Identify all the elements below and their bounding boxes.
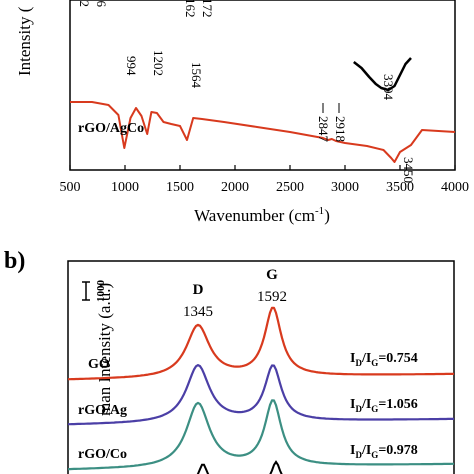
band-g-name: G <box>266 267 278 283</box>
peak-label-truncated: 42 <box>77 0 92 7</box>
panel-b-frame <box>67 260 455 474</box>
series-label-rgo-ag: rGO/Ag <box>78 403 127 418</box>
peak-label: 2918 <box>333 116 348 142</box>
panel-b-y-axis-label: man Intensity (a.u.) <box>95 283 114 416</box>
panel-a-y-axis-label: Intensity ( <box>15 6 34 76</box>
x-tick-label: 1500 <box>166 180 194 195</box>
x-tick-label: 2500 <box>276 180 304 195</box>
band-g-position: 1592 <box>257 289 287 305</box>
panel-a-series <box>70 57 456 163</box>
scale-bar-label: 1000 <box>95 280 107 303</box>
peak-label-truncated: 162 <box>183 0 198 18</box>
peak-label-truncated: 172 <box>200 0 215 18</box>
x-tick-label: 4000 <box>441 180 469 195</box>
peak-label-truncated: 1 <box>139 0 154 1</box>
ratio-go: ID/IG=0.754 <box>350 351 418 368</box>
panel-b: b) man Intensity (a.u.) 1000 D 1345 G 15… <box>4 248 455 474</box>
raman-series-line <box>68 399 454 471</box>
ratio-rgo-ag: ID/IG=1.056 <box>350 397 418 414</box>
peak-label-truncated: 66 <box>94 0 109 8</box>
peak-label: 2847 <box>316 116 331 143</box>
peak-label-truncated: 1 <box>165 0 180 1</box>
raman-series-line <box>68 306 455 381</box>
raman-series-line <box>68 364 454 426</box>
peak-label: 3450 <box>401 157 416 183</box>
x-tick-label: 3500 <box>386 180 414 195</box>
ratio-rgo-co: ID/IG=0.978 <box>350 443 418 460</box>
panel-b-series <box>68 306 455 474</box>
inset-ftir-line <box>353 57 412 92</box>
series-rgo-agco-line <box>70 101 456 163</box>
series-label-rgo-co: rGO/Co <box>78 447 127 462</box>
band-d-position: 1345 <box>183 304 213 320</box>
x-label-close: ) <box>324 206 330 225</box>
band-d-name: D <box>193 282 204 298</box>
panel-b-label: b) <box>4 248 25 274</box>
peak-label: 3394 <box>381 74 396 101</box>
legend-label-rgo-agco: rGO/AgCo <box>78 121 144 136</box>
peak-label: 994 <box>124 56 139 76</box>
panel-a-x-axis: 500 1000 1500 2000 2500 3000 3500 4000 <box>60 165 469 195</box>
panel-a-frame <box>69 0 456 171</box>
raman-series-line-truncated <box>196 460 283 474</box>
panel-a: 500 1000 1500 2000 2500 3000 3500 4000 994 1202 1… <box>15 0 469 225</box>
x-label-main: Wavenumber (cm <box>194 206 315 225</box>
panel-a-x-axis-label: Wavenumber (cm-1) <box>194 205 330 225</box>
x-tick-label: 1000 <box>111 180 139 195</box>
peak-label: 1564 <box>189 62 204 89</box>
x-tick-label: 2000 <box>221 180 249 195</box>
panel-a-annotations: 994120215642847291833943450111621724266 <box>77 0 416 183</box>
x-tick-label: 3000 <box>331 180 359 195</box>
x-label-sup: -1 <box>315 205 324 217</box>
x-tick-label: 500 <box>60 180 81 195</box>
series-label-go: GO <box>88 357 110 372</box>
peak-label: 1202 <box>151 50 166 76</box>
